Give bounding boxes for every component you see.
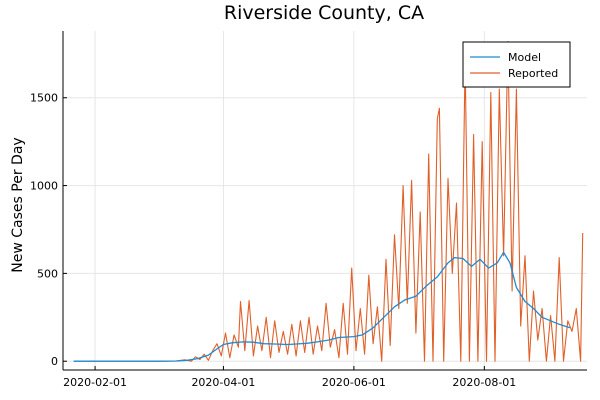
- y-tick-label-0: 0: [51, 355, 58, 368]
- y-axis-label: New Cases Per Day: [10, 137, 26, 272]
- series-line-reported: [73, 40, 584, 362]
- grid: [63, 31, 587, 370]
- x-tick-label-1: 2020-04-01: [191, 376, 255, 389]
- series-line-model: [73, 251, 571, 362]
- legend-label-reported: Reported: [508, 67, 558, 80]
- y-tick-label-3: 1500: [30, 92, 58, 105]
- x-tick-label-3: 2020-08-01: [452, 376, 516, 389]
- chart-title: Riverside County, CA: [224, 2, 424, 24]
- legend-box: [462, 41, 571, 88]
- legend-label-model: Model: [508, 51, 541, 64]
- y-tick-label-1: 500: [37, 267, 58, 280]
- series-lines: [73, 40, 584, 362]
- x-tick-label-2: 2020-06-01: [322, 376, 386, 389]
- axes: [62, 31, 587, 371]
- y-tick-label-2: 1000: [30, 180, 58, 193]
- x-tick-label-0: 2020-02-01: [63, 376, 127, 389]
- tick-labels: 0 500 1000 1500 2020-02-01 2020-04-01 2020-06-…: [30, 92, 516, 389]
- legend: Model Reported: [462, 41, 571, 88]
